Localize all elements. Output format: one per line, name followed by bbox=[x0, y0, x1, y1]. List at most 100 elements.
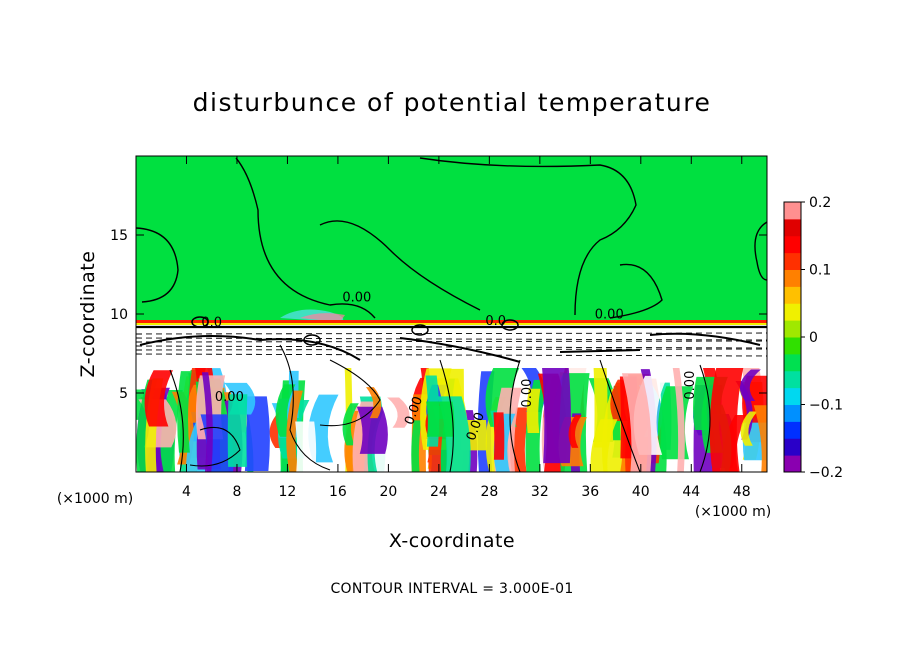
colorbar-segment bbox=[784, 286, 801, 304]
tropopause-band-yellow bbox=[136, 323, 767, 325]
y-tick-label: 10 bbox=[110, 307, 128, 323]
contour-line bbox=[754, 221, 767, 281]
x-unit-right: (×1000 m) bbox=[695, 504, 771, 520]
contour-line-dashed bbox=[136, 345, 767, 349]
contour-label: 0.0 bbox=[485, 314, 506, 329]
colorbar-segment bbox=[784, 303, 801, 321]
contour-labels: 0.000.000.0 0.00.00 0.00 0.000.00 0.00 bbox=[201, 290, 697, 442]
contour-label: 0.00 bbox=[342, 290, 371, 305]
field-plume bbox=[275, 384, 296, 437]
plot-area: 0.000.000.0 0.00.00 0.00 0.000.00 0.00 bbox=[136, 156, 767, 472]
contour-loop bbox=[191, 316, 209, 328]
contour-line bbox=[609, 263, 663, 319]
contour-loop bbox=[411, 324, 429, 336]
contour-line bbox=[189, 426, 241, 467]
x-tick-label: 20 bbox=[379, 484, 397, 500]
x-unit-left: (×1000 m) bbox=[57, 491, 133, 507]
contour-line bbox=[136, 227, 179, 303]
upper-field bbox=[136, 156, 767, 321]
x-tick-label: 40 bbox=[632, 484, 650, 500]
field-plume bbox=[672, 363, 685, 472]
contour-loop bbox=[303, 334, 321, 346]
field-plume bbox=[227, 394, 248, 467]
contour-label: 0.00 bbox=[683, 371, 698, 400]
lower-top-edge bbox=[136, 362, 767, 368]
contour-label: 0.00 bbox=[520, 379, 535, 408]
colorbar-tick-label: 0.1 bbox=[809, 263, 831, 279]
colorbar-segment bbox=[784, 320, 801, 338]
colorbar-segment bbox=[784, 387, 801, 405]
field-plume bbox=[740, 411, 758, 446]
y-tick-label: 15 bbox=[110, 228, 128, 244]
contour-line bbox=[319, 220, 481, 311]
field-plume bbox=[411, 420, 422, 472]
x-tick-label: 32 bbox=[531, 484, 549, 500]
contour-line-thick bbox=[139, 332, 761, 363]
field-plume bbox=[342, 403, 359, 446]
x-tick-label: 28 bbox=[480, 484, 498, 500]
colorbar-tick-label: 0 bbox=[809, 330, 818, 346]
contour-line bbox=[319, 359, 381, 427]
contour-loop bbox=[501, 319, 519, 331]
field-plume bbox=[493, 412, 505, 460]
contour-line bbox=[439, 359, 454, 472]
x-tick-label: 12 bbox=[279, 484, 297, 500]
contour-interval-note: CONTOUR INTERVAL = 3.000E-01 bbox=[330, 581, 573, 597]
contour-line-dashed bbox=[136, 353, 767, 357]
contour-label: 0.0 bbox=[201, 316, 222, 331]
colorbar-segment bbox=[784, 404, 801, 422]
field-plume bbox=[243, 396, 270, 472]
field-plume bbox=[286, 390, 303, 472]
contour-line bbox=[169, 369, 184, 472]
field-plume bbox=[356, 406, 388, 454]
chart-title: disturbunce of potential temperature bbox=[193, 88, 712, 117]
y-axis: 5 10 15 bbox=[110, 228, 767, 402]
colorbar-segment bbox=[784, 202, 801, 220]
field-plume bbox=[144, 370, 173, 427]
contour-line bbox=[509, 359, 521, 472]
field-plume bbox=[295, 421, 317, 472]
colorbar-tick-label: 0.2 bbox=[809, 195, 831, 211]
y-axis-label: Z-coordinate bbox=[77, 251, 99, 378]
lower-turbulent-layer bbox=[136, 362, 767, 472]
wisp-pink bbox=[300, 313, 345, 322]
contour-line-dashed bbox=[136, 348, 767, 351]
contour-line bbox=[419, 157, 637, 316]
x-tick-label: 36 bbox=[581, 484, 599, 500]
field-plume bbox=[568, 415, 582, 448]
contour-line-dashed bbox=[136, 337, 767, 341]
field-plume bbox=[201, 372, 213, 472]
tropopause-band-red bbox=[136, 320, 767, 323]
colorbar-segment bbox=[784, 438, 801, 456]
field-plume bbox=[590, 419, 618, 472]
colorbar-segment bbox=[784, 235, 801, 254]
field-plume bbox=[709, 367, 744, 472]
contour-lines bbox=[136, 157, 767, 472]
x-axis-label: X-coordinate bbox=[389, 530, 515, 552]
contour-line-dashed bbox=[136, 340, 767, 343]
contour-label: 0.00 bbox=[215, 390, 244, 405]
colorbar-segment bbox=[784, 269, 801, 287]
field-plume bbox=[621, 373, 652, 472]
contour-label: 0.00 bbox=[595, 308, 624, 323]
colorbar-segment bbox=[784, 455, 801, 473]
x-tick-label: 16 bbox=[329, 484, 347, 500]
colorbar-segment bbox=[784, 252, 801, 270]
x-tick-label: 4 bbox=[182, 484, 191, 500]
colorbar-tick-label: −0.1 bbox=[809, 398, 843, 414]
colorbar-segment bbox=[784, 421, 801, 439]
field-plume bbox=[542, 367, 572, 464]
contour-line-dashed bbox=[136, 332, 767, 335]
y-tick-label: 5 bbox=[119, 386, 128, 402]
field-plume bbox=[426, 401, 455, 437]
colorbar-segment bbox=[784, 370, 801, 389]
field-plume bbox=[526, 388, 541, 434]
x-tick-label: 48 bbox=[733, 484, 751, 500]
contour-line bbox=[235, 157, 376, 319]
colorbar-segment bbox=[784, 353, 801, 372]
colorbar-segment bbox=[784, 218, 801, 237]
contour-line bbox=[699, 364, 711, 472]
x-tick-label: 44 bbox=[682, 484, 700, 500]
field-plume bbox=[753, 405, 767, 472]
